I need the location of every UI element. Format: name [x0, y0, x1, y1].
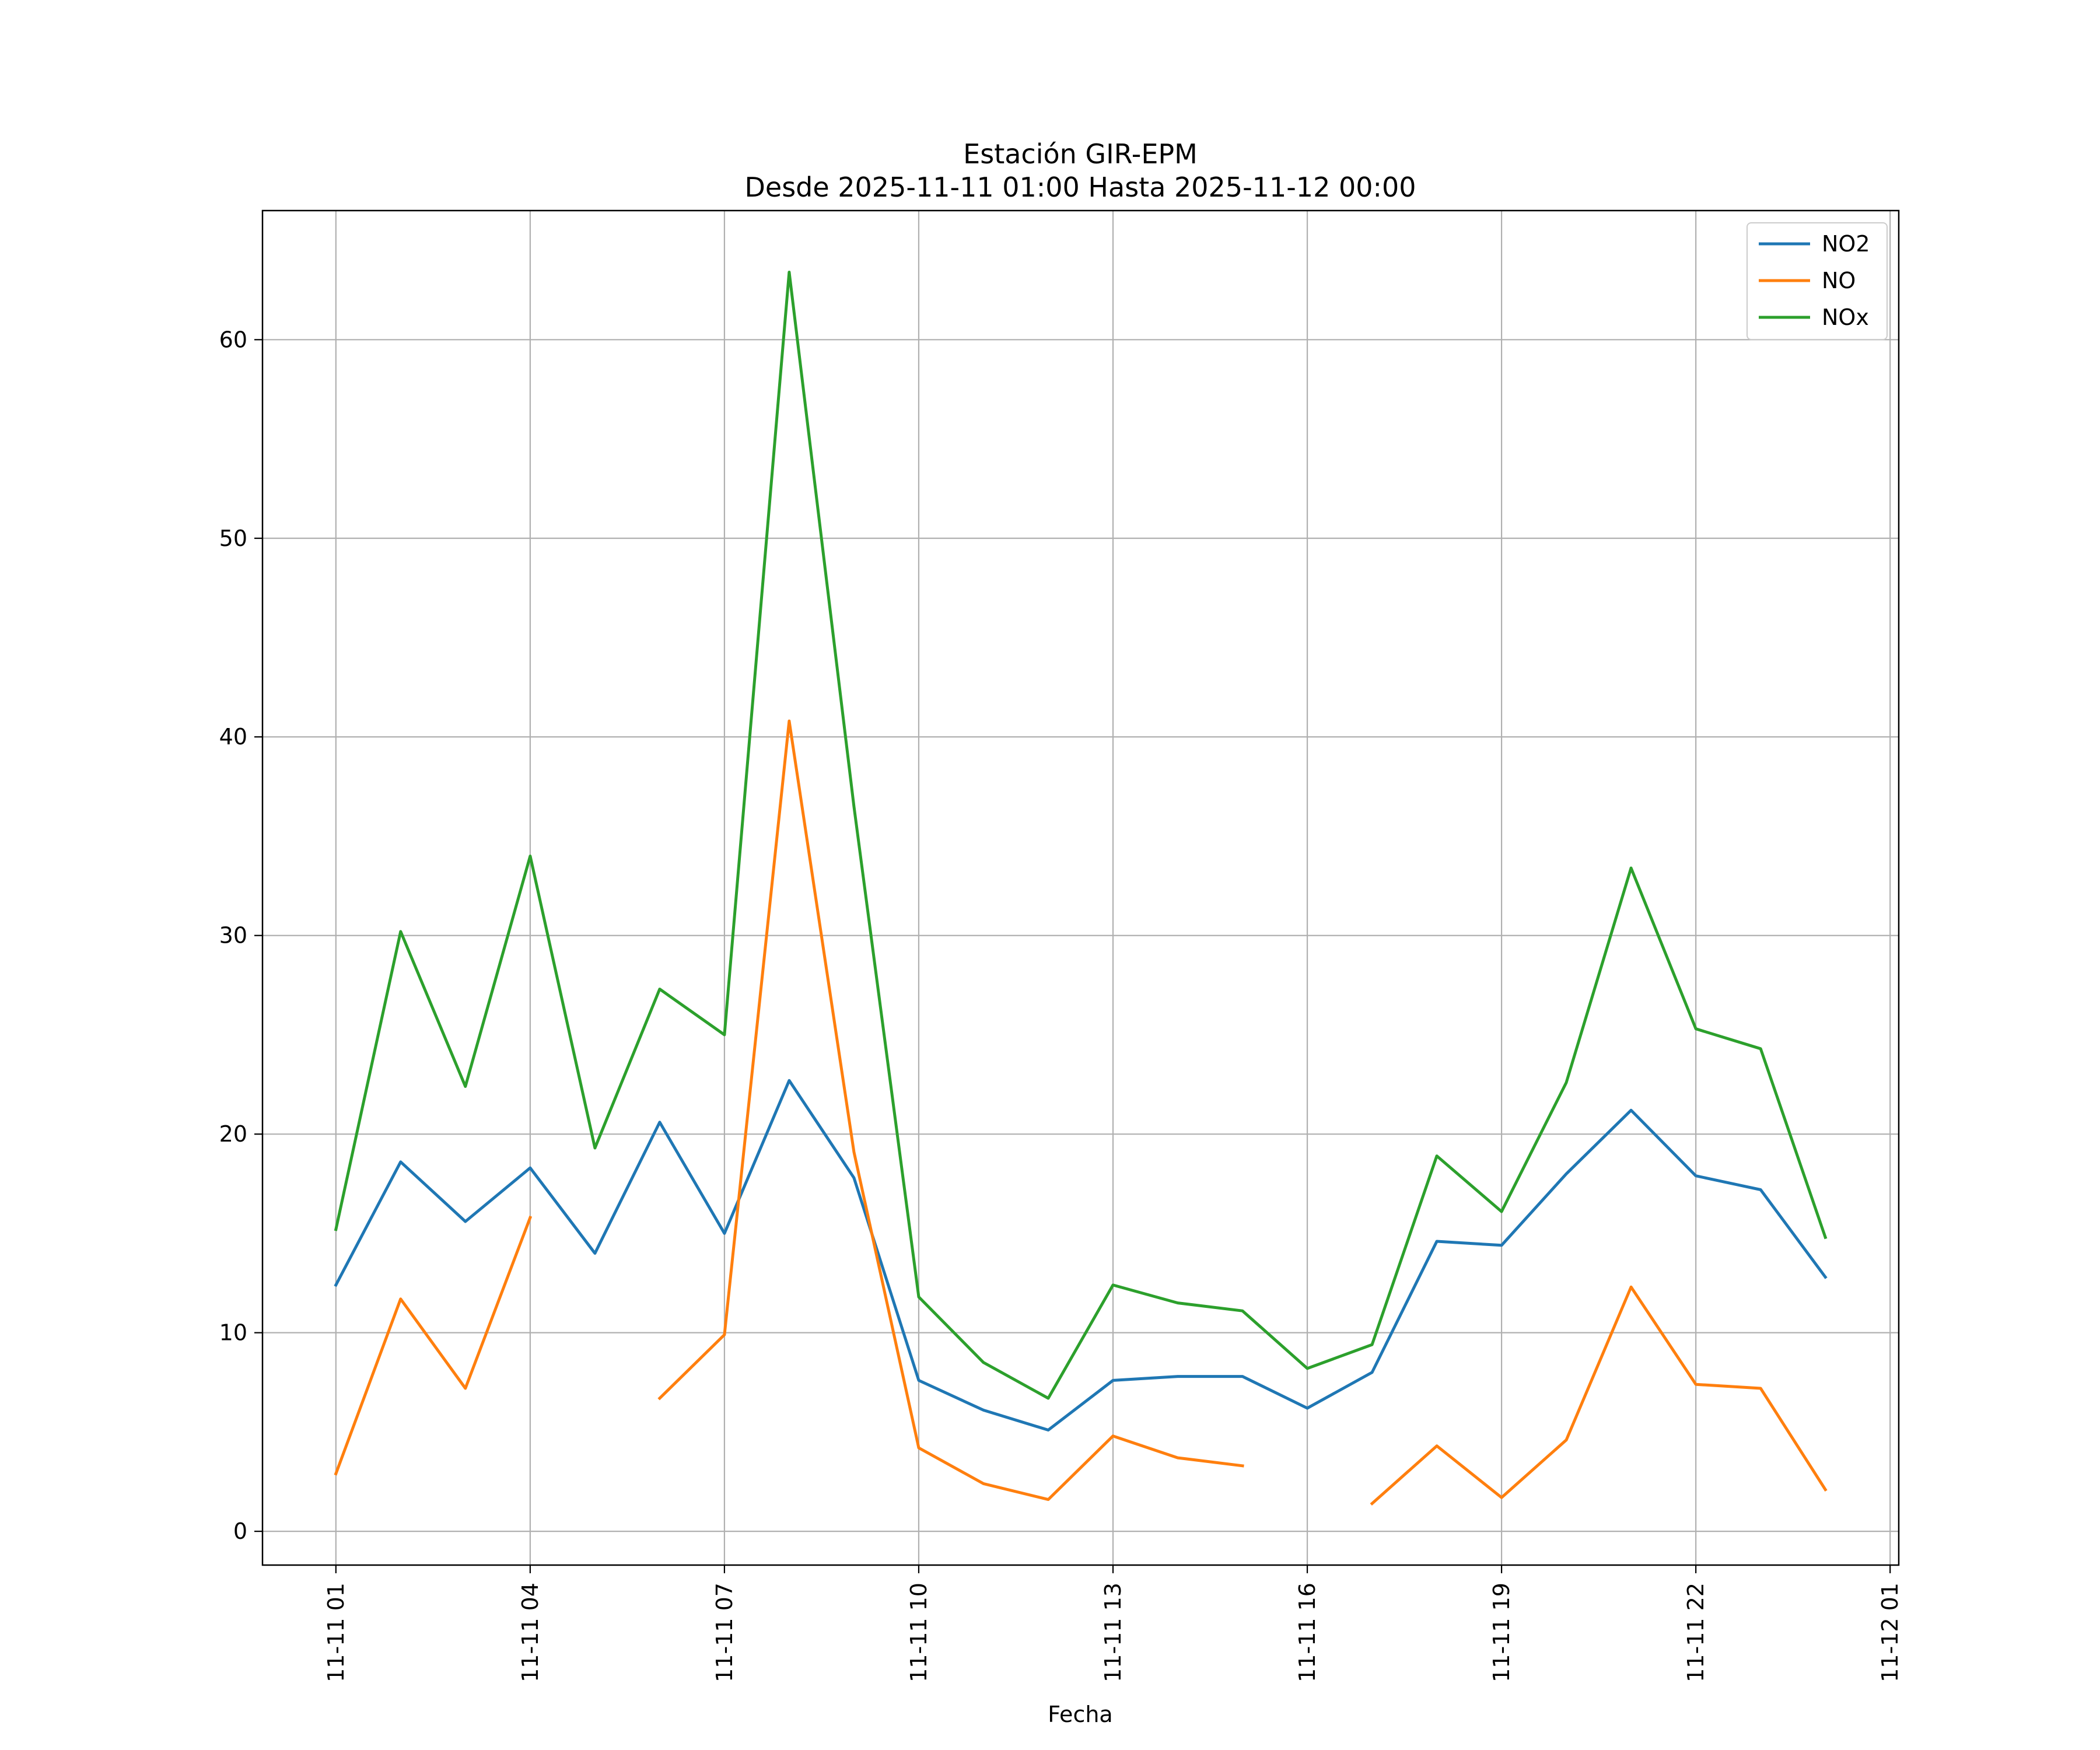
legend-label-no2: NO2	[1822, 231, 1870, 257]
y-tick-label: 50	[219, 526, 247, 551]
y-tick-label: 10	[219, 1320, 247, 1346]
legend-box	[1746, 222, 1888, 340]
grid	[262, 211, 1899, 1565]
y-tick-label: 20	[219, 1121, 247, 1147]
plot-frame	[261, 209, 1900, 1566]
x-tick-label: 11-11 22	[1683, 1583, 1709, 1682]
legend: NO2 NO NOx	[1746, 222, 1888, 340]
series-line-nox	[334, 271, 1828, 1400]
series-line-no2	[334, 1079, 1828, 1432]
x-tick-label: 11-11 19	[1489, 1583, 1514, 1682]
legend-label-no: NO	[1822, 268, 1856, 293]
y-tick-label: 60	[219, 327, 247, 352]
y-axis-ticks: 0 10 20 30 40 50 60	[219, 327, 262, 1544]
x-tick-label: 11-11 07	[712, 1583, 737, 1682]
x-axis-ticks: 11-11 01 11-11 04 11-11 07 11-11 10 11-11 13…	[323, 1565, 1903, 1682]
y-tick-label: 40	[219, 724, 247, 750]
x-tick-label: 11-11 13	[1100, 1583, 1126, 1682]
legend-label-nox: NOx	[1822, 304, 1869, 330]
x-tick-label: 11-11 16	[1294, 1583, 1320, 1682]
chart-subtitle: Desde 2025-11-11 01:00 Hasta 2025-11-12 …	[744, 172, 1416, 203]
y-tick-label: 0	[233, 1518, 247, 1544]
chart-title: Estación GIR-EPM	[963, 138, 1198, 170]
series-lines	[334, 271, 1828, 1506]
y-tick-label: 30	[219, 923, 247, 949]
x-tick-label: 11-11 04	[517, 1583, 543, 1682]
x-tick-label: 11-12 01	[1877, 1583, 1903, 1682]
series-line-no	[334, 719, 1828, 1506]
x-tick-label: 11-11 01	[323, 1583, 349, 1682]
x-axis-label: Fecha	[1048, 1702, 1112, 1727]
x-tick-label: 11-11 10	[906, 1583, 932, 1682]
